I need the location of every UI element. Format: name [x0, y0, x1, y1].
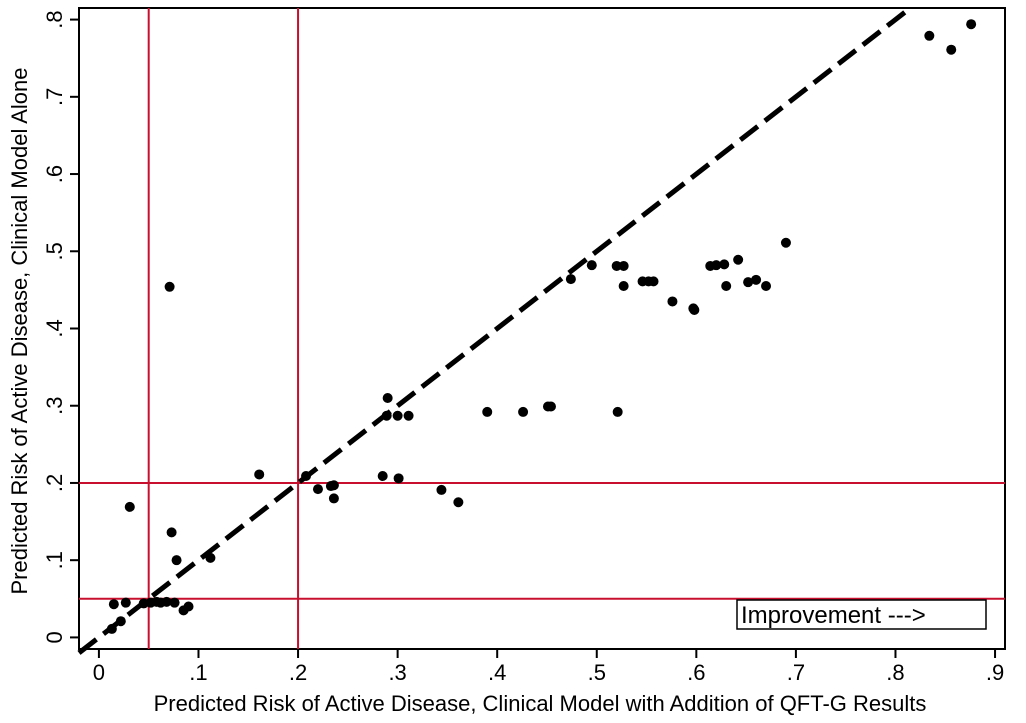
data-point	[106, 623, 117, 634]
data-point	[403, 410, 414, 421]
y-axis-ticks: 0 .1 .2 .3 .4 .5 .6 .7 .8	[42, 10, 79, 644]
data-point	[565, 274, 576, 285]
data-point	[751, 274, 762, 285]
data-point	[312, 484, 323, 495]
y-tick-label: .5	[42, 242, 67, 260]
data-point	[924, 30, 935, 41]
y-tick-label: .1	[42, 551, 67, 569]
data-point	[689, 304, 700, 315]
data-point	[169, 597, 180, 608]
data-point	[171, 555, 182, 566]
data-point	[711, 260, 722, 271]
data-point	[761, 281, 772, 292]
x-tick-label: .1	[189, 660, 207, 685]
x-tick-label: .2	[289, 660, 307, 685]
data-point	[393, 473, 404, 484]
data-point	[205, 552, 216, 563]
data-point	[667, 296, 678, 307]
data-point	[436, 484, 447, 495]
data-point	[545, 401, 556, 412]
data-point	[946, 44, 957, 55]
data-point	[618, 281, 629, 292]
data-point	[611, 260, 622, 271]
y-tick-label: .6	[42, 165, 67, 183]
x-tick-label: .8	[886, 660, 904, 685]
data-point	[254, 469, 265, 480]
data-point	[328, 493, 339, 504]
data-point	[382, 393, 393, 404]
data-point	[392, 410, 403, 421]
x-axis-label: Predicted Risk of Active Disease, Clinic…	[154, 691, 927, 716]
data-point	[377, 471, 388, 482]
data-point	[743, 277, 754, 288]
y-tick-label: .2	[42, 474, 67, 492]
data-point	[124, 501, 135, 512]
data-point	[183, 601, 194, 612]
x-tick-label: .5	[588, 660, 606, 685]
annotation-box: Improvement --->	[736, 599, 987, 630]
y-tick-label: .7	[42, 88, 67, 106]
y-tick-label: 0	[42, 631, 67, 643]
data-point	[164, 281, 175, 292]
data-point	[108, 599, 119, 610]
y-tick-label: .4	[42, 319, 67, 337]
data-point	[120, 597, 131, 608]
data-point	[301, 471, 312, 482]
data-point	[618, 260, 629, 271]
y-tick-label: .3	[42, 397, 67, 415]
data-point	[518, 406, 529, 417]
x-tick-label: .7	[787, 660, 805, 685]
data-point	[719, 259, 730, 270]
data-point	[966, 19, 977, 30]
data-point	[612, 406, 623, 417]
data-point	[586, 260, 597, 271]
data-point	[328, 480, 339, 491]
annotation-frame	[736, 599, 987, 630]
data-point	[453, 497, 464, 508]
data-point	[161, 596, 172, 607]
data-point	[648, 276, 659, 287]
data-point	[115, 616, 126, 627]
x-tick-label: .4	[488, 660, 506, 685]
x-tick-label: 0	[93, 660, 105, 685]
x-tick-label: .6	[687, 660, 705, 685]
diagonal-reference-line	[77, 9, 907, 655]
data-point	[733, 254, 744, 265]
data-points	[106, 19, 977, 634]
plot-frame	[78, 7, 1006, 650]
x-axis-ticks: 0 .1 .2 .3 .4 .5 .6 .7 .8 .9	[93, 649, 1004, 685]
data-point	[381, 410, 392, 421]
reference-lines	[79, 8, 1005, 649]
data-point	[166, 527, 177, 538]
data-point	[482, 406, 493, 417]
data-point	[780, 237, 791, 248]
x-tick-label: .3	[388, 660, 406, 685]
x-tick-label: .9	[986, 660, 1004, 685]
y-tick-label: .8	[42, 10, 67, 28]
data-point	[721, 281, 732, 292]
annotation-text: Improvement --->	[741, 602, 926, 629]
y-axis-label: Predicted Risk of Active Disease, Clinic…	[7, 67, 32, 594]
